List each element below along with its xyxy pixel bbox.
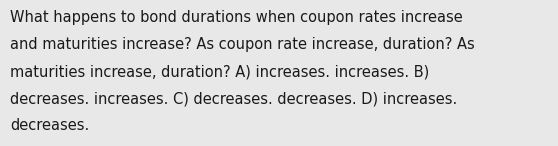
Text: decreases. increases. C) decreases. decreases. D) increases.: decreases. increases. C) decreases. decr… [10, 91, 458, 106]
Text: decreases.: decreases. [10, 118, 89, 133]
Text: and maturities increase? As coupon rate increase, duration? As: and maturities increase? As coupon rate … [10, 37, 475, 52]
Text: What happens to bond durations when coupon rates increase: What happens to bond durations when coup… [10, 10, 463, 25]
Text: maturities increase, duration? A) increases. increases. B): maturities increase, duration? A) increa… [10, 64, 429, 79]
